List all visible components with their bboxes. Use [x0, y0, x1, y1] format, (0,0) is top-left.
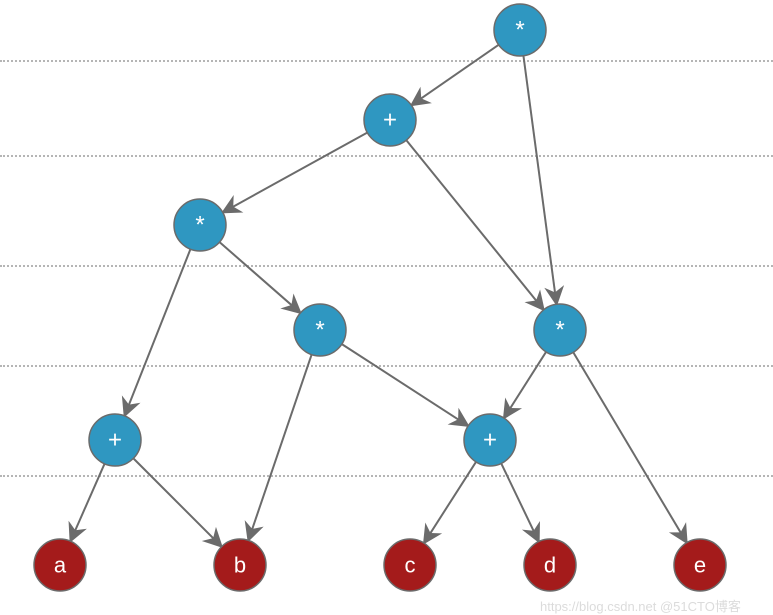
node-label: d: [544, 553, 556, 578]
operator-node: *: [534, 304, 586, 356]
operator-node: *: [294, 304, 346, 356]
expression-tree-diagram: * + * * * + + a b c d e: [0, 0, 773, 607]
watermark-text: https://blog.csdn.net @51CTO博客: [540, 596, 741, 615]
operator-node: *: [174, 199, 226, 251]
node-label: e: [694, 553, 706, 578]
node-label: +: [383, 107, 397, 134]
leaf-node: d: [524, 539, 576, 591]
edge: [225, 133, 368, 212]
nodes-group: * + * * * + + a b c d e: [34, 4, 726, 591]
node-label: +: [108, 427, 122, 454]
node-label: b: [234, 553, 246, 578]
leaf-node: c: [384, 539, 436, 591]
edge: [505, 352, 546, 416]
leaf-node: e: [674, 539, 726, 591]
edge: [133, 458, 220, 545]
leaf-node: a: [34, 539, 86, 591]
node-label: c: [405, 553, 416, 578]
edge: [406, 140, 542, 308]
edge: [501, 463, 538, 539]
edge: [220, 242, 299, 311]
node-label: *: [195, 212, 204, 239]
edge: [523, 56, 556, 302]
operator-node: +: [464, 414, 516, 466]
edge: [71, 464, 104, 540]
leaf-node: b: [214, 539, 266, 591]
operator-node: +: [89, 414, 141, 466]
node-label: a: [54, 553, 67, 578]
operator-node: +: [364, 94, 416, 146]
edge: [125, 249, 190, 414]
node-label: *: [315, 317, 324, 344]
edge: [249, 355, 312, 539]
edge: [425, 462, 476, 542]
edge: [342, 344, 467, 425]
node-label: *: [515, 17, 524, 44]
edge: [573, 352, 685, 541]
operator-node: *: [494, 4, 546, 56]
edge: [413, 45, 499, 104]
node-label: +: [483, 427, 497, 454]
node-label: *: [555, 317, 564, 344]
